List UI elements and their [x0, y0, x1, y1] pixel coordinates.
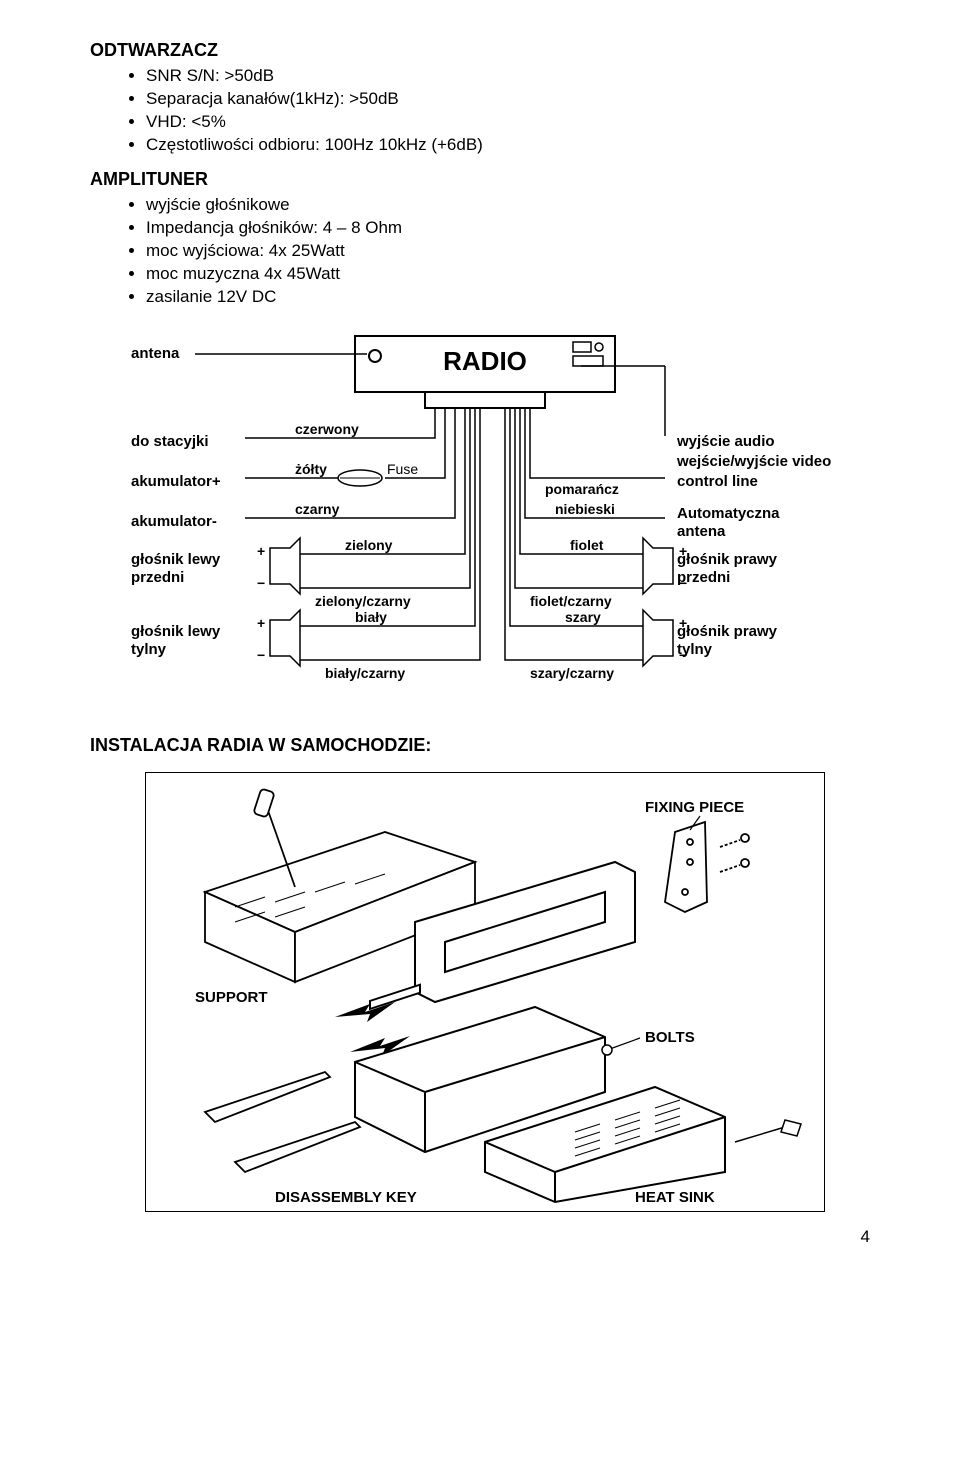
label-fixing-piece: FIXING PIECE — [645, 799, 744, 816]
label-control-line: control line — [677, 473, 758, 490]
label-gl-prawy-przedni-l1: głośnik prawy — [677, 551, 778, 568]
label-auto-antena-l1: Automatyczna — [677, 505, 780, 522]
install-title: INSTALACJA RADIA W SAMOCHODZIE: — [90, 735, 880, 756]
svg-text:−: − — [679, 575, 687, 591]
speaker-left-front-icon: + − — [257, 538, 300, 594]
wire-bialy-czarny: biały/czarny — [325, 665, 405, 681]
svg-text:+: + — [679, 543, 687, 559]
wire-fuse: Fuse — [387, 461, 418, 477]
wiring-diagram: RADIO antena do stacyjki akumulator+ aku… — [90, 326, 880, 711]
label-antena: antena — [131, 345, 180, 362]
wire-zolty: żółty — [295, 461, 327, 477]
page-number: 4 — [90, 1227, 880, 1247]
wire-pomarancz: pomarańcz — [545, 481, 619, 497]
label-gl-lewy-przedni-l2: przedni — [131, 569, 184, 586]
label-gl-prawy-tylny-l1: głośnik prawy — [677, 623, 778, 640]
wire-czarny: czarny — [295, 501, 340, 517]
wire-szary-czarny: szary/czarny — [530, 665, 614, 681]
spec-item: VHD: <5% — [146, 111, 880, 134]
spec-item: Częstotliwości odbioru: 100Hz 10kHz (+6d… — [146, 134, 880, 157]
spec-item: zasilanie 12V DC — [146, 286, 880, 309]
wire-bialy: biały — [355, 609, 387, 625]
spec-item: Impedancja głośników: 4 – 8 Ohm — [146, 217, 880, 240]
spec-list-amplituner: wyjście głośnikowe Impedancja głośników:… — [90, 194, 880, 309]
label-disassembly-key: DISASSEMBLY KEY — [275, 1189, 417, 1206]
install-diagram: FIXING PIECE SUPPORT BOLTS — [90, 772, 880, 1217]
label-wejscie-video: wejście/wyjście video — [676, 453, 831, 470]
svg-text:−: − — [679, 647, 687, 663]
section-title-amplituner: AMPLITUNER — [90, 169, 880, 190]
wire-niebieski: niebieski — [555, 501, 615, 517]
label-gl-lewy-przedni-l1: głośnik lewy — [131, 551, 221, 568]
spec-item: moc muzyczna 4x 45Watt — [146, 263, 880, 286]
wire-fiolet: fiolet — [570, 537, 604, 553]
svg-text:+: + — [257, 543, 265, 559]
label-gl-lewy-tylny-l2: tylny — [131, 641, 167, 658]
section-title-odtwarzacz: ODTWARZACZ — [90, 40, 880, 61]
label-support: SUPPORT — [195, 989, 268, 1006]
speaker-left-rear-icon: + − — [257, 610, 300, 666]
spec-list-odtwarzacz: SNR S/N: >50dB Separacja kanałów(1kHz): … — [90, 65, 880, 157]
label-wyjscie-audio: wyjście audio — [676, 433, 775, 450]
label-gl-lewy-tylny-l1: głośnik lewy — [131, 623, 221, 640]
wire-zielony: zielony — [345, 537, 393, 553]
label-heat-sink: HEAT SINK — [635, 1189, 715, 1206]
wire-zielony-czarny: zielony/czarny — [315, 593, 411, 609]
document-page: ODTWARZACZ SNR S/N: >50dB Separacja kana… — [0, 0, 960, 1277]
spec-item: SNR S/N: >50dB — [146, 65, 880, 88]
label-auto-antena-l2: antena — [677, 523, 726, 540]
label-bolts: BOLTS — [645, 1029, 695, 1046]
label-aku-minus: akumulator- — [131, 513, 217, 530]
radio-label: RADIO — [443, 346, 527, 376]
svg-text:+: + — [679, 615, 687, 631]
spec-item: wyjście głośnikowe — [146, 194, 880, 217]
spec-item: Separacja kanałów(1kHz): >50dB — [146, 88, 880, 111]
label-do-stacyjki: do stacyjki — [131, 433, 209, 450]
wire-fiolet-czarny: fiolet/czarny — [530, 593, 612, 609]
label-aku-plus: akumulator+ — [131, 473, 221, 490]
spec-item: moc wyjściowa: 4x 25Watt — [146, 240, 880, 263]
wire-czerwony: czerwony — [295, 421, 359, 437]
svg-text:−: − — [257, 647, 265, 663]
svg-text:−: − — [257, 575, 265, 591]
wire-szary: szary — [565, 609, 601, 625]
svg-text:+: + — [257, 615, 265, 631]
